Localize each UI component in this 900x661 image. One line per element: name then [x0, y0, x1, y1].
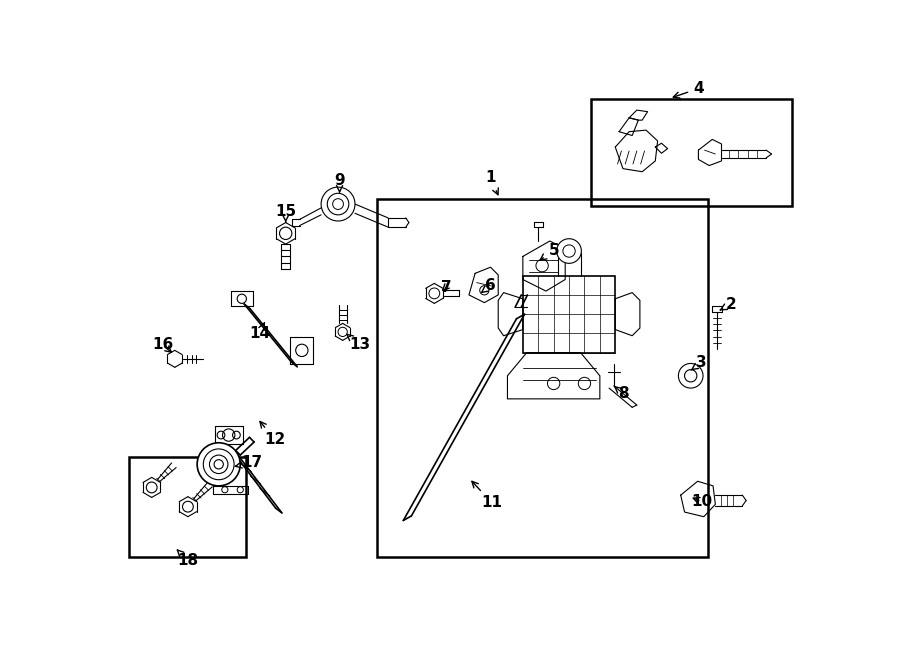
Text: 13: 13 [346, 334, 370, 352]
Text: 16: 16 [152, 338, 173, 352]
Text: 7: 7 [440, 280, 451, 295]
Text: 14: 14 [249, 323, 270, 341]
Text: 15: 15 [275, 204, 296, 222]
Text: 4: 4 [673, 81, 704, 98]
Circle shape [197, 443, 240, 486]
Text: 8: 8 [615, 386, 628, 401]
Bar [129, 457, 246, 557]
Text: 2: 2 [720, 297, 736, 311]
Bar [376, 199, 707, 557]
Text: 1: 1 [485, 171, 499, 195]
Text: 17: 17 [235, 455, 263, 470]
Text: 3: 3 [691, 355, 707, 370]
Text: 10: 10 [691, 494, 712, 509]
Text: 12: 12 [260, 422, 285, 447]
Text: 11: 11 [472, 481, 502, 510]
Text: 18: 18 [177, 550, 199, 568]
Circle shape [557, 239, 581, 263]
Text: 9: 9 [334, 173, 345, 192]
Text: 6: 6 [482, 278, 496, 293]
Text: 5: 5 [540, 243, 559, 260]
Bar [523, 276, 616, 353]
Bar [590, 98, 792, 206]
Circle shape [321, 187, 355, 221]
